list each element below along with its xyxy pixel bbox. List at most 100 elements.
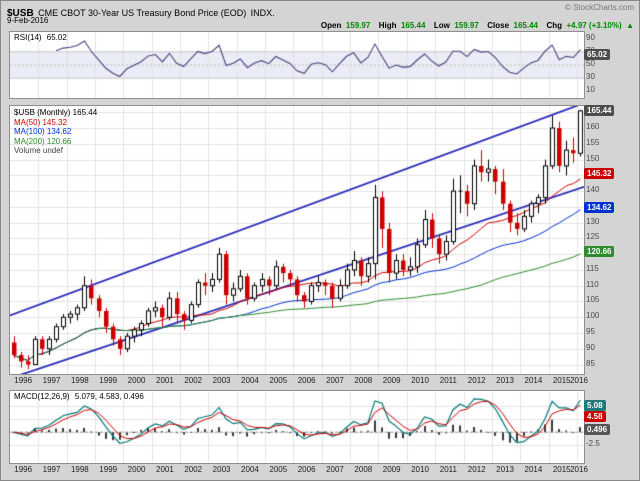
x-axis-year-label: 2011 bbox=[439, 376, 457, 385]
x-axis-year-label: 2002 bbox=[184, 376, 203, 385]
x-axis-year-label: 1997 bbox=[42, 376, 61, 385]
rsi-legend: RSI(14) 65.02 bbox=[14, 33, 67, 42]
price-value-box: 165.44 bbox=[584, 105, 615, 116]
x-axis-year-label: 1999 bbox=[99, 465, 118, 474]
price-axis-tick: 150 bbox=[586, 153, 600, 163]
x-axis-year-label: 2004 bbox=[241, 465, 259, 474]
price-legend-item: MA(200) 120.66 bbox=[14, 136, 72, 146]
price-legend-item: $USB (Monthly) 165.44 bbox=[14, 108, 98, 117]
macd-legend: MACD(12,26,9) 5.079, 4.583, 0.496 bbox=[14, 392, 144, 401]
rsi-axis-tick: 30 bbox=[586, 72, 595, 82]
x-axis-year-label: 2011 bbox=[439, 465, 457, 474]
macd-axis-tick: -2.5 bbox=[586, 439, 600, 448]
x-axis-year-label: 2012 bbox=[467, 376, 486, 385]
exchange-label: INDX. bbox=[250, 8, 275, 18]
price-value-box: 134.62 bbox=[584, 202, 615, 214]
low-label: Low bbox=[433, 21, 450, 30]
x-axis-year-label: 2003 bbox=[212, 376, 231, 385]
macd-value-box: 5.08 bbox=[584, 400, 606, 412]
rsi-axis-tick: 50 bbox=[586, 59, 595, 68]
price-axis-tick: 115 bbox=[586, 263, 599, 273]
price-axis-tick: 125 bbox=[586, 232, 600, 242]
rsi-current-value: 65.02 bbox=[46, 33, 67, 42]
rsi-chart-canvas bbox=[10, 32, 584, 98]
x-axis-year-label: 2015 bbox=[552, 376, 571, 385]
x-axis-year-label: 2005 bbox=[269, 376, 288, 385]
symbol: $USB bbox=[7, 8, 34, 19]
quote-line: Open 159.97 High 165.44 Low 159.97 Close… bbox=[317, 15, 634, 33]
x-axis-year-label: 2010 bbox=[411, 376, 429, 385]
price-value-box: 145.32 bbox=[584, 168, 615, 180]
x-axis-year-label: 2013 bbox=[496, 465, 514, 474]
chart-header: $USB CME CBOT 30-Year US Treasury Bond P… bbox=[7, 3, 275, 21]
x-axis-year-label: 2009 bbox=[382, 376, 401, 385]
open-value: 159.97 bbox=[345, 21, 371, 30]
open-label: Open bbox=[320, 21, 342, 30]
x-axis-year-label: 2000 bbox=[127, 376, 146, 385]
x-axis-year-label: 2005 bbox=[269, 465, 288, 474]
price-axis-tick: 110 bbox=[586, 279, 599, 289]
x-axis-year-label: 2004 bbox=[241, 376, 259, 385]
chg-label: Chg bbox=[546, 21, 563, 30]
price-value-box: 120.66 bbox=[584, 246, 615, 258]
price-axis-tick: 140 bbox=[586, 185, 600, 195]
x-axis-year-label: 2012 bbox=[467, 465, 486, 474]
macd-chart-canvas bbox=[10, 391, 584, 463]
chart-title: CME CBOT 30-Year US Treasury Bond Price … bbox=[38, 8, 247, 18]
macd-name: MACD(12,26,9) bbox=[14, 392, 70, 401]
macd-value-box: 0.496 bbox=[584, 423, 611, 435]
price-legend-item: MA(100) 134.62 bbox=[14, 127, 72, 136]
chg-value: +4.97 (+3.10%) bbox=[566, 21, 622, 30]
x-axis-year-label: 2010 bbox=[411, 465, 429, 474]
price-legend-item: Volume undef bbox=[14, 146, 63, 155]
x-axis-year-label: 1998 bbox=[70, 376, 89, 385]
x-axis-year-label: 2001 bbox=[155, 376, 174, 385]
x-axis-year-label: 2009 bbox=[382, 465, 401, 474]
price-axis-tick: 160 bbox=[586, 122, 600, 132]
rsi-axis-tick: 10 bbox=[586, 85, 595, 95]
x-axis-year-label: 2007 bbox=[326, 465, 344, 474]
x-axis-year-label: 2000 bbox=[127, 465, 146, 474]
price-axis-tick: 155 bbox=[586, 137, 600, 147]
price-axis-tick: 100 bbox=[586, 311, 600, 321]
x-axis-year-label: 2006 bbox=[297, 465, 316, 474]
x-axis-year-label: 1999 bbox=[99, 376, 118, 385]
price-chart-canvas bbox=[10, 106, 584, 374]
price-axis-tick: 85 bbox=[586, 358, 595, 368]
x-axis-year-label: 1996 bbox=[14, 465, 33, 474]
price-axis-tick: 105 bbox=[586, 295, 600, 305]
x-axis-year-label: 2001 bbox=[155, 465, 174, 474]
rsi-axis-tick: 90 bbox=[586, 32, 595, 42]
price-axis-tick: 95 bbox=[586, 327, 595, 336]
high-value: 165.44 bbox=[400, 21, 426, 30]
low-value: 159.97 bbox=[454, 21, 479, 30]
high-label: High bbox=[378, 21, 397, 30]
macd-panel: MACD(12,26,9) 5.079, 4.583, 0.496 bbox=[9, 390, 585, 464]
x-axis-year-label: 1997 bbox=[42, 465, 61, 474]
x-axis-year-label: 2015 bbox=[552, 465, 571, 474]
x-axis-year-label: 2008 bbox=[354, 465, 373, 474]
rsi-value-box: 65.02 bbox=[584, 49, 611, 61]
x-axis-year-label: 2014 bbox=[524, 465, 543, 474]
x-axis-year-label: 1996 bbox=[14, 376, 33, 385]
up-arrow-icon: ▲ bbox=[626, 21, 634, 30]
x-axis-year-label: 1998 bbox=[70, 465, 89, 474]
chart-date: 9-Feb-2016 bbox=[7, 16, 49, 25]
macd-value-box: 4.58 bbox=[584, 411, 606, 423]
x-axis-year-label: 2016 bbox=[570, 376, 588, 385]
rsi-name: RSI(14) bbox=[14, 33, 42, 42]
price-axis-tick: 130 bbox=[586, 216, 600, 226]
x-axis-year-label: 2008 bbox=[354, 376, 373, 385]
close-label: Close bbox=[487, 21, 510, 30]
price-panel: $USB (Monthly) 165.44 MA(50) 145.32 MA(100… bbox=[9, 105, 585, 375]
x-axis-year-label: 2003 bbox=[212, 465, 231, 474]
x-axis-year-label: 2013 bbox=[496, 376, 514, 385]
price-legend-item: MA(50) 145.32 bbox=[14, 117, 67, 127]
close-value: 165.44 bbox=[513, 21, 538, 30]
x-axis-year-label: 2016 bbox=[570, 465, 588, 474]
price-axis-tick: 90 bbox=[586, 342, 595, 352]
x-axis-year-label: 2002 bbox=[184, 465, 203, 474]
x-axis-year-label: 2006 bbox=[297, 376, 316, 385]
x-axis-year-label: 2007 bbox=[326, 376, 344, 385]
